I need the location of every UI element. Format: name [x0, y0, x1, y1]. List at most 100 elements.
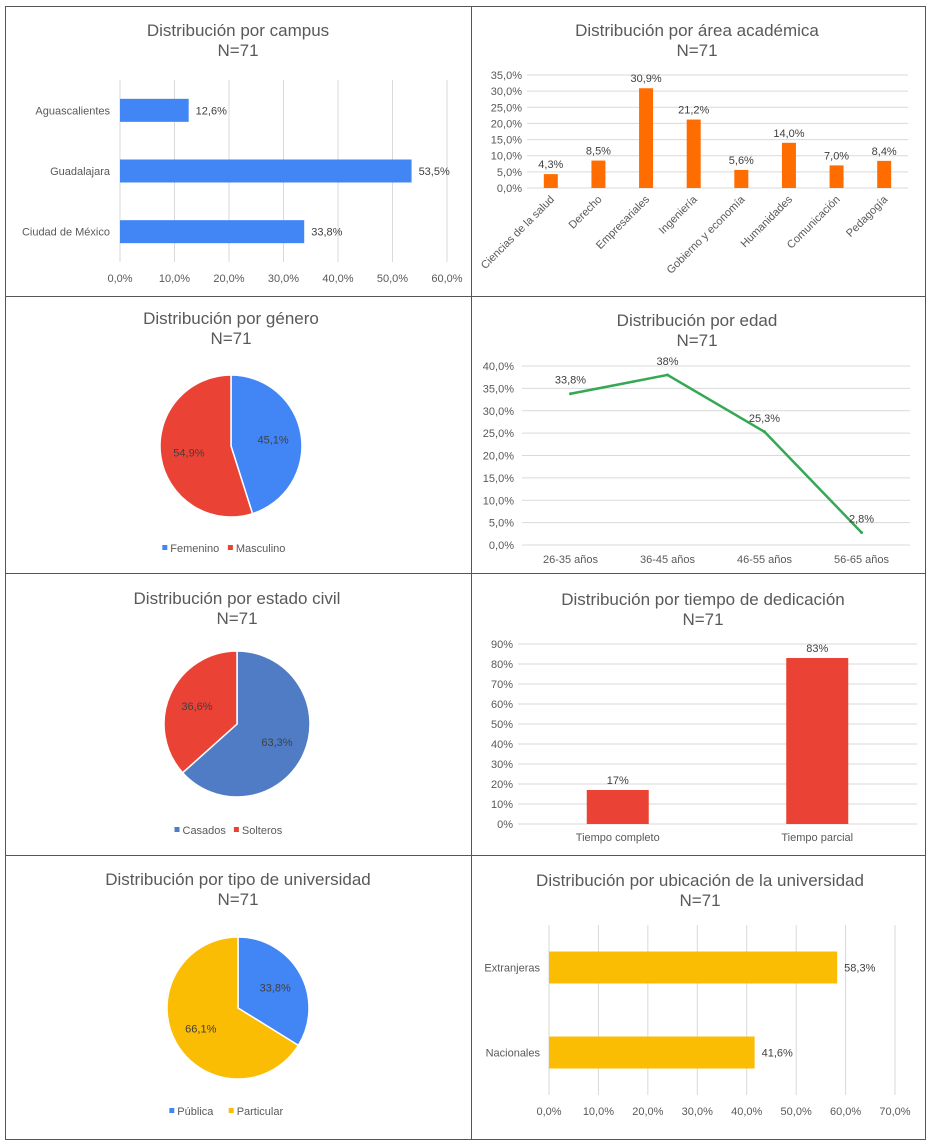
bar [877, 160, 892, 188]
chart-title: Distribución por género [143, 309, 319, 328]
bar [686, 119, 701, 188]
y-tick-label: 10,0% [491, 151, 522, 163]
y-tick-label: 60% [491, 699, 513, 711]
chart-ubicacion: Distribución por ubicación de la univers… [484, 871, 910, 1118]
x-tick-label: 40,0% [731, 1106, 762, 1118]
data-label: 53,5% [419, 166, 450, 178]
y-tick-label: 0,0% [489, 540, 514, 552]
chart-subtitle: N=71 [682, 610, 723, 629]
data-label: 4,3% [538, 159, 563, 171]
legend-swatch-icon [174, 827, 180, 832]
data-point [666, 373, 669, 377]
chart-subtitle: N=71 [679, 891, 720, 910]
x-tick-label: 0,0% [536, 1106, 561, 1118]
category-label: 46-55 años [737, 554, 793, 566]
y-tick-label: 0,0% [497, 183, 522, 195]
y-tick-label: 10,0% [483, 495, 514, 507]
data-point [763, 430, 766, 434]
legend-label: Casados [183, 825, 227, 837]
category-label: Ingeniería [657, 193, 701, 237]
y-tick-label: 40% [491, 739, 513, 751]
chart-subtitle: N=71 [676, 41, 717, 60]
y-tick-label: 35,0% [483, 383, 514, 395]
data-label: 14,0% [773, 128, 804, 140]
chart-dedicacion: Distribución por tiempo de dedicaciónN=7… [491, 590, 917, 844]
category-label: Aguascalientes [35, 105, 110, 117]
data-label: 2,8% [849, 513, 874, 525]
bar [734, 169, 749, 188]
data-label: 83% [806, 643, 828, 655]
legend-label: Solteros [242, 825, 283, 837]
pie-slice [163, 650, 238, 774]
bar [549, 1036, 755, 1069]
y-tick-label: 20,0% [483, 451, 514, 463]
category-label: 36-45 años [640, 554, 696, 566]
category-label: Pedagogía [844, 193, 891, 240]
y-tick-label: 0% [497, 819, 513, 831]
bar [586, 790, 649, 824]
slice-label: 36,6% [181, 701, 212, 713]
chart-tipo-universidad: Distribución por tipo de universidadN=71… [105, 870, 371, 1118]
chart-title: Distribución por edad [617, 311, 778, 330]
data-label: 8,4% [872, 146, 897, 158]
chart-subtitle: N=71 [676, 331, 717, 350]
data-label: 7,0% [824, 150, 849, 162]
data-label: 33,8% [555, 375, 586, 387]
data-label: 12,6% [196, 105, 227, 117]
data-label: 58,3% [844, 963, 875, 975]
data-label: 38% [656, 356, 678, 368]
y-tick-label: 40,0% [483, 361, 514, 373]
category-label: 56-65 años [834, 554, 890, 566]
bar [591, 160, 606, 188]
data-label: 30,9% [630, 73, 661, 85]
legend-swatch-icon [228, 1108, 234, 1113]
data-label: 33,8% [311, 227, 342, 239]
chart-title: Distribución por estado civil [134, 589, 341, 608]
pie-slice [159, 374, 254, 518]
y-tick-label: 70% [491, 679, 513, 691]
y-tick-label: 5,0% [489, 518, 514, 530]
bar [543, 174, 558, 188]
slice-label: 54,9% [173, 448, 204, 460]
y-tick-label: 30,0% [483, 406, 514, 418]
y-tick-label: 35,0% [491, 70, 522, 82]
category-label: Ciudad de México [22, 227, 110, 239]
legend-label: Masculino [236, 543, 286, 555]
data-label: 17% [607, 775, 629, 787]
x-tick-label: 70,0% [879, 1106, 910, 1118]
x-tick-label: 10,0% [159, 273, 190, 285]
bar [786, 658, 849, 824]
legend-swatch-icon [227, 545, 233, 550]
legend-label: Pública [177, 1106, 214, 1118]
chart-grid [5, 6, 926, 1140]
category-label: Derecho [567, 194, 605, 232]
pie-slice [166, 936, 300, 1080]
bar [639, 88, 654, 188]
slice-label: 45,1% [257, 434, 288, 446]
data-label: 25,3% [749, 413, 780, 425]
category-label: Tiempo parcial [781, 832, 853, 844]
slice-label: 33,8% [260, 982, 291, 994]
x-tick-label: 60,0% [431, 273, 462, 285]
x-tick-label: 0,0% [107, 273, 132, 285]
legend-swatch-icon [162, 545, 168, 550]
chart-subtitle: N=71 [217, 41, 258, 60]
x-tick-label: 20,0% [213, 273, 244, 285]
category-label: Gobierno y economía [665, 193, 748, 276]
y-tick-label: 20,0% [491, 118, 522, 130]
row-divider [6, 855, 925, 856]
x-tick-label: 50,0% [377, 273, 408, 285]
row-divider [6, 296, 925, 297]
x-tick-label: 30,0% [682, 1106, 713, 1118]
y-tick-label: 25,0% [483, 428, 514, 440]
y-tick-label: 20% [491, 779, 513, 791]
category-label: Ciencias de la salud [479, 194, 557, 272]
data-point [569, 392, 572, 396]
x-tick-label: 60,0% [830, 1106, 861, 1118]
slice-label: 63,3% [261, 737, 292, 749]
x-tick-label: 20,0% [632, 1106, 663, 1118]
